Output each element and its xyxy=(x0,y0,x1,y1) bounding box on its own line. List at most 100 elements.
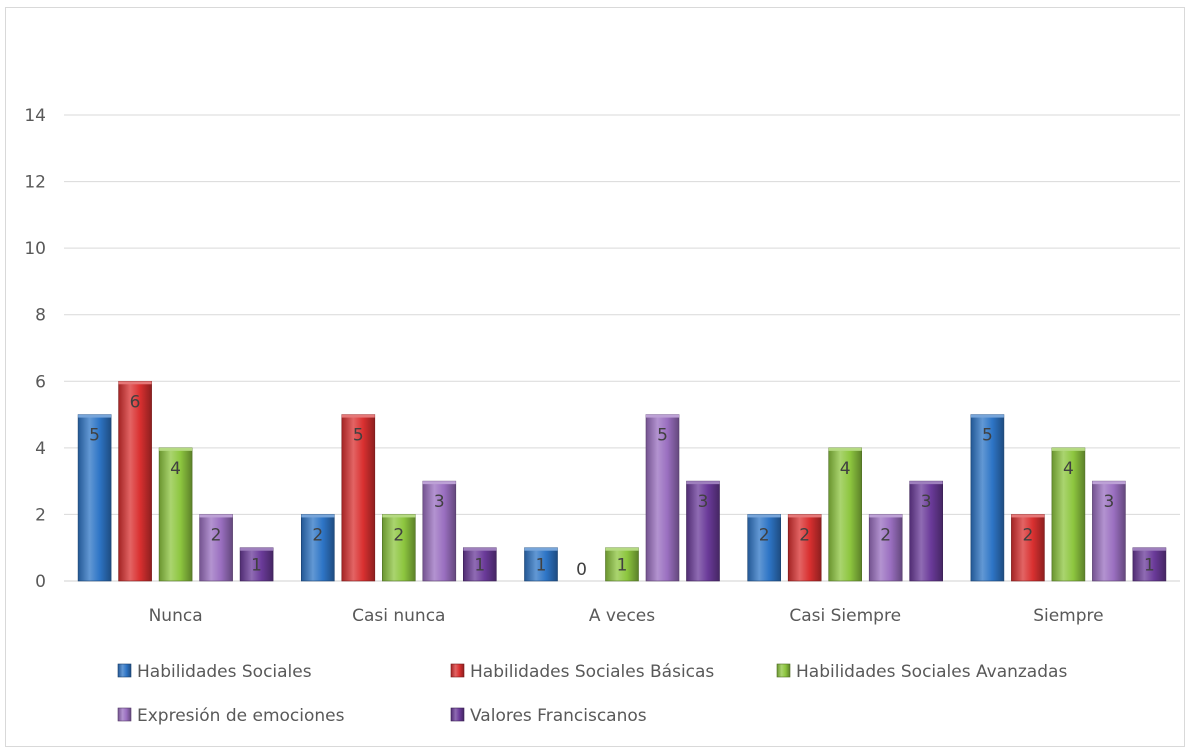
data-label: 5 xyxy=(353,426,364,446)
bar xyxy=(524,547,558,582)
legend-item: Expresión de emociones xyxy=(117,706,345,726)
category-label: Casi Siempre xyxy=(789,606,901,626)
bar xyxy=(970,414,1005,582)
data-label: 4 xyxy=(840,459,851,479)
y-tick-label: 6 xyxy=(35,372,46,392)
legend-label: Habilidades Sociales Básicas xyxy=(470,662,714,682)
data-label: 0 xyxy=(576,560,587,580)
bar xyxy=(462,547,497,582)
bar-cap xyxy=(646,414,679,418)
legend-label: Habilidades Sociales xyxy=(137,662,312,682)
bar-cap xyxy=(788,514,822,518)
bar-cap xyxy=(382,514,416,518)
bar-cap xyxy=(422,481,456,485)
legend-swatch xyxy=(776,663,791,678)
category-label: Nunca xyxy=(149,606,203,626)
bar-cap xyxy=(118,381,152,385)
legend-item: Valores Franciscanos xyxy=(450,706,647,726)
category-label: A veces xyxy=(589,606,655,626)
bar-cap xyxy=(159,447,193,451)
data-label: 1 xyxy=(251,555,262,575)
data-label: 3 xyxy=(698,492,709,512)
bar-cap xyxy=(463,547,497,551)
category-label: Siempre xyxy=(1033,606,1103,626)
y-axis-ticks: 0 2 4 6 8 10 12 14 xyxy=(24,106,46,592)
data-label: 3 xyxy=(921,492,932,512)
bar xyxy=(199,514,233,582)
legend: Habilidades Sociales Habilidades Sociales… xyxy=(117,662,1067,726)
data-label: 5 xyxy=(89,426,100,446)
bar xyxy=(300,514,335,582)
data-label: 2 xyxy=(312,525,323,545)
bar-cap xyxy=(1132,547,1166,551)
bar-cap xyxy=(1011,514,1045,518)
bar xyxy=(77,414,112,582)
category-labels: Nunca Casi nunca A veces Casi Siempre Siempr… xyxy=(149,606,1104,626)
bar-cap xyxy=(605,547,639,551)
bar-cap xyxy=(301,514,335,518)
y-tick-label: 0 xyxy=(35,572,46,592)
data-label: 2 xyxy=(799,525,810,545)
data-label: 3 xyxy=(434,492,445,512)
y-tick-label: 14 xyxy=(24,106,46,126)
bar xyxy=(422,480,457,582)
legend-label: Habilidades Sociales Avanzadas xyxy=(796,662,1067,682)
data-label: 4 xyxy=(1063,459,1074,479)
y-tick-label: 8 xyxy=(35,306,46,326)
bar-cap xyxy=(240,547,274,551)
legend-swatch xyxy=(117,707,132,722)
bar xyxy=(828,447,863,582)
bar-cap xyxy=(747,514,781,518)
data-label: 2 xyxy=(759,525,770,545)
legend-swatch xyxy=(117,663,132,678)
bar-cap xyxy=(524,547,558,551)
data-label: 4 xyxy=(170,459,181,479)
legend-item: Habilidades Sociales Avanzadas xyxy=(776,662,1067,682)
bar-cap xyxy=(828,447,862,451)
data-label: 3 xyxy=(1103,492,1114,512)
legend-swatch xyxy=(450,663,465,678)
data-labels: 5 6 4 2 1 2 5 2 3 1 1 0 1 5 3 2 2 4 2 3 5 2 4 3 1 xyxy=(89,392,1155,580)
bar-cap xyxy=(199,514,233,518)
category-label: Casi nunca xyxy=(352,606,445,626)
data-label: 1 xyxy=(617,555,628,575)
bar xyxy=(1132,547,1167,582)
bar xyxy=(747,514,782,582)
legend-item: Habilidades Sociales xyxy=(117,662,312,682)
bar xyxy=(381,514,416,582)
legend-label: Valores Franciscanos xyxy=(470,706,647,726)
bar-cap xyxy=(869,514,903,518)
bar xyxy=(686,480,720,582)
y-tick-label: 2 xyxy=(35,505,46,525)
bar xyxy=(645,414,680,582)
bar-cap xyxy=(970,414,1004,418)
bar-cap xyxy=(686,481,720,485)
y-tick-label: 4 xyxy=(35,439,46,459)
data-label: 1 xyxy=(1144,555,1155,575)
bar-cap xyxy=(1092,481,1126,485)
bar xyxy=(1011,514,1045,582)
bars xyxy=(77,380,1167,582)
gridlines xyxy=(64,114,1180,582)
y-tick-label: 10 xyxy=(24,239,46,259)
bar xyxy=(1092,480,1126,582)
data-label: 1 xyxy=(474,555,485,575)
chart-frame xyxy=(5,7,1185,747)
data-label: 6 xyxy=(130,392,141,412)
bar xyxy=(787,514,822,582)
data-label: 2 xyxy=(1022,525,1033,545)
data-label: 2 xyxy=(211,525,222,545)
data-label: 5 xyxy=(657,426,668,446)
legend-label: Expresión de emociones xyxy=(137,706,345,726)
bar xyxy=(909,480,944,582)
data-label: 5 xyxy=(982,426,993,446)
data-label: 2 xyxy=(393,525,404,545)
legend-swatch xyxy=(450,707,465,722)
bar-cap xyxy=(909,481,943,485)
data-label: 1 xyxy=(536,555,547,575)
bar-cap xyxy=(341,414,375,418)
bar xyxy=(605,547,639,582)
legend-item: Habilidades Sociales Básicas xyxy=(450,662,714,682)
bar xyxy=(868,514,903,582)
